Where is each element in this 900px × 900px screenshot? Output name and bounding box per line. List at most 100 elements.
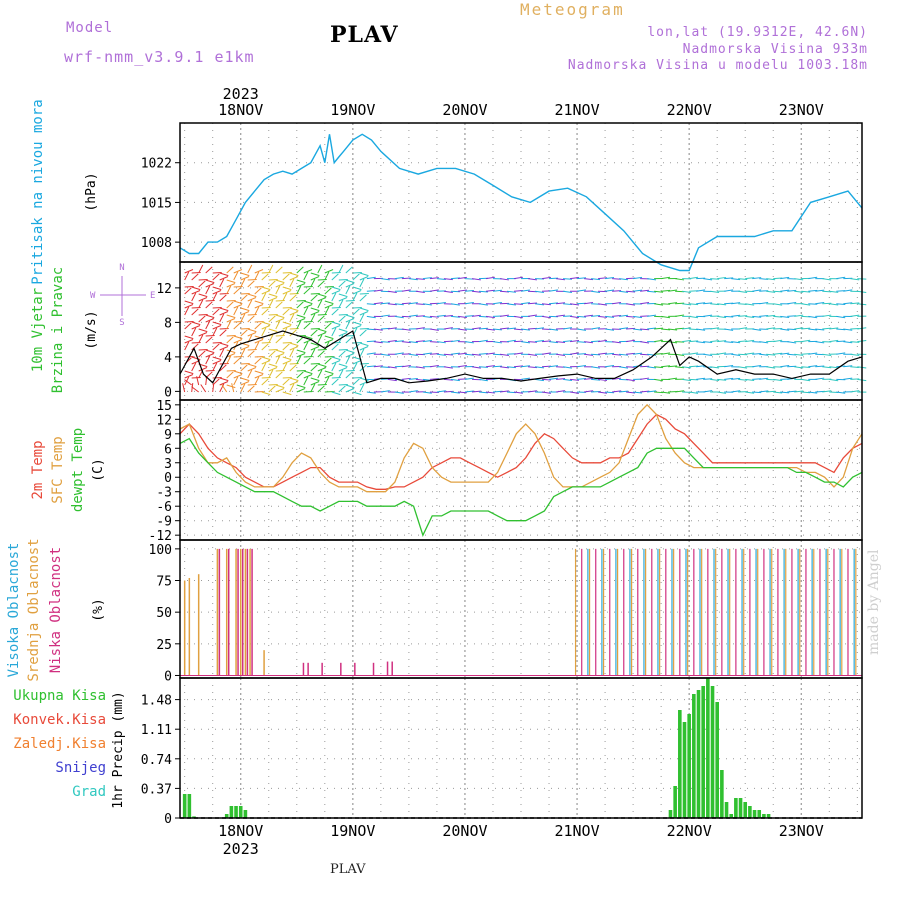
wind-barb <box>527 390 537 393</box>
wind-barb <box>359 383 365 393</box>
wind-barb <box>598 339 608 343</box>
panel-frame-pressure <box>179 122 863 263</box>
wind-barb <box>415 290 425 294</box>
wind-barb <box>815 365 825 368</box>
wind-barb <box>471 314 481 317</box>
wind-barb <box>429 328 439 331</box>
pressure-line <box>179 133 863 272</box>
wind-barb <box>212 378 220 386</box>
wind-barb <box>710 340 720 343</box>
wind-barb <box>633 289 643 292</box>
precip-bar <box>748 806 752 818</box>
precip-bar <box>720 770 724 818</box>
wind-barb <box>212 343 220 351</box>
wind-barb <box>226 371 234 379</box>
wind-barb <box>212 292 218 302</box>
wind-barb <box>226 355 232 365</box>
wind-barb <box>254 322 262 330</box>
wind-barb <box>261 286 271 291</box>
wind-unit-label: (m/s) <box>84 310 99 349</box>
wind-barb <box>219 348 225 358</box>
wind-barb <box>317 369 323 379</box>
wind-barb <box>303 287 311 295</box>
wind-barb <box>563 278 573 280</box>
wind-barb <box>359 377 369 382</box>
wind-barb <box>598 378 608 382</box>
wind-barb <box>233 339 243 344</box>
precip-bar <box>701 686 705 818</box>
wind-barb <box>569 352 580 355</box>
footer-station: PLAV <box>330 862 366 877</box>
wind-barb <box>275 301 283 309</box>
wind-barb <box>682 378 692 382</box>
wind-barb <box>836 276 846 280</box>
wind-barb <box>422 339 432 343</box>
wind-barb <box>850 314 860 317</box>
compass-e: E <box>150 291 155 301</box>
wind-barb <box>591 353 601 356</box>
wind-barb <box>647 390 657 393</box>
wind-barb <box>794 314 804 317</box>
wind-barb <box>394 276 404 280</box>
wind-barb <box>717 315 727 319</box>
wind-barb <box>296 320 302 330</box>
wind-barb <box>626 303 636 306</box>
wind-barb <box>843 289 853 292</box>
wind-barb <box>696 341 706 344</box>
wind-barb <box>373 341 383 344</box>
wind-barb <box>780 315 790 319</box>
wind-barb <box>527 314 537 317</box>
wind-barb <box>191 273 199 281</box>
compass-n: N <box>119 263 124 273</box>
y-tick-label: -12 <box>149 529 172 544</box>
wind-barb <box>408 390 418 393</box>
wind-barb <box>296 336 304 344</box>
wind-barb <box>450 277 460 280</box>
wind-barb <box>738 278 748 281</box>
wind-barb <box>689 303 699 306</box>
wind-barb <box>752 289 762 292</box>
wind-barb <box>682 366 692 369</box>
wind-barb <box>303 304 313 309</box>
wind-barb <box>801 303 811 306</box>
wind-barb <box>240 276 250 281</box>
wind-barb <box>710 303 720 306</box>
wind-barb <box>471 290 481 293</box>
wind-barb <box>331 362 337 372</box>
wind-barb <box>226 285 232 295</box>
wind-barb <box>485 276 495 280</box>
wind-barb <box>289 346 299 351</box>
cloud-high-label: Visoka Oblacnost <box>6 543 22 678</box>
top-day-label: 20NOV <box>442 101 487 119</box>
precip-bar <box>738 798 743 818</box>
wind-barb <box>808 276 818 280</box>
wind-barb <box>310 313 316 323</box>
wind-barb <box>527 278 537 281</box>
precip-legend-item: Ukupna Kisa <box>13 688 106 704</box>
wind-barb <box>338 264 344 274</box>
wind-barb <box>450 378 460 382</box>
wind-barb <box>591 315 601 317</box>
precip-bar <box>710 686 715 818</box>
wind-barb <box>240 383 246 393</box>
compass-s: S <box>119 318 124 328</box>
wind-barb <box>331 290 341 295</box>
wind-barb <box>359 272 369 277</box>
wind-barb <box>710 378 720 382</box>
wind-barb <box>471 390 481 393</box>
wind-barb <box>275 353 285 358</box>
wind-barb <box>534 290 544 293</box>
wind-barb <box>457 328 467 331</box>
wind-barb <box>191 308 199 316</box>
y-tick-label: -3 <box>156 486 172 501</box>
wind-barb <box>310 364 318 372</box>
wind-barb <box>247 328 257 333</box>
wind-barb <box>815 377 825 380</box>
wind-barb <box>331 273 339 281</box>
wind-barb <box>829 290 839 293</box>
wind-barb <box>689 276 699 280</box>
top-day-label: 23NOV <box>779 101 824 119</box>
wind-barb <box>324 300 334 305</box>
model-label: Model <box>66 20 114 36</box>
wind-barb <box>668 328 678 331</box>
